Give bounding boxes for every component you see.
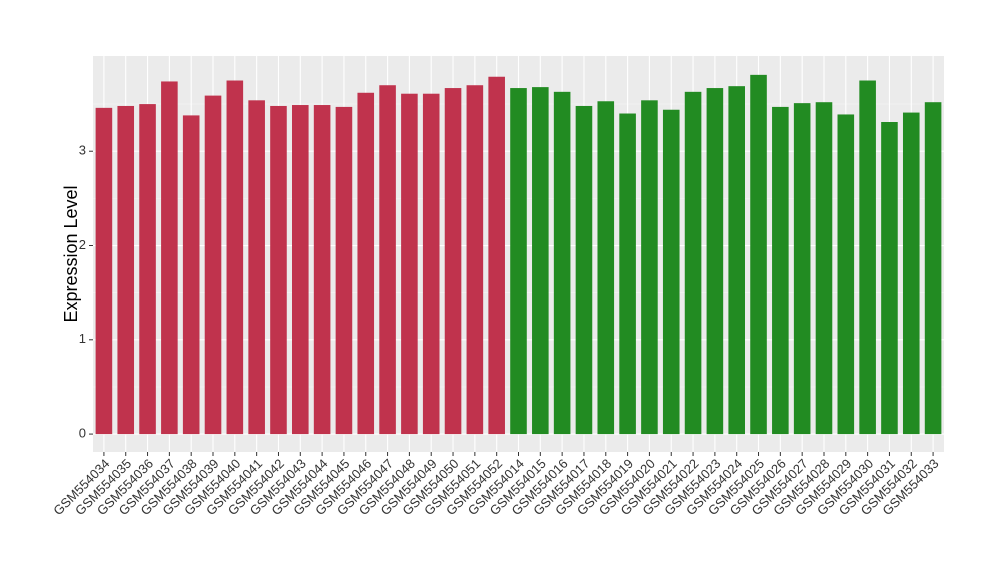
bar: [597, 101, 615, 435]
bar: [313, 105, 331, 435]
bar: [422, 93, 440, 435]
bar: [117, 105, 135, 435]
bar: [466, 85, 484, 435]
bar: [881, 122, 898, 435]
bar: [684, 91, 702, 435]
bar: [95, 107, 113, 435]
bar: [161, 81, 178, 435]
bar: [553, 91, 571, 435]
y-tick-label: 1: [79, 331, 86, 346]
y-tick-label: 2: [79, 237, 86, 252]
bar: [575, 105, 593, 435]
bar: [793, 103, 811, 435]
bar: [444, 88, 462, 435]
bar: [619, 113, 636, 435]
bar: [662, 109, 680, 435]
bar: [248, 100, 265, 435]
bar: [532, 87, 549, 435]
bar: [379, 85, 396, 435]
bar: [837, 114, 855, 435]
bar: [706, 88, 724, 435]
bar: [401, 93, 418, 435]
bar: [859, 80, 876, 435]
bar: [204, 95, 222, 435]
bar: [750, 74, 767, 435]
bar: [924, 102, 942, 435]
bar: [510, 88, 527, 435]
y-tick-label: 0: [79, 426, 86, 441]
bar: [139, 104, 156, 435]
bar: [292, 105, 309, 435]
y-axis-label: Expression Level: [61, 185, 81, 322]
bar: [815, 102, 833, 435]
bar: [902, 112, 920, 435]
bar: [357, 92, 375, 435]
bar: [335, 106, 353, 435]
bar: [488, 76, 505, 435]
y-tick-label: 3: [79, 143, 86, 158]
bar: [772, 106, 789, 435]
bar: [182, 115, 200, 435]
bar: [270, 105, 287, 435]
bar: [728, 86, 745, 435]
bar: [226, 80, 244, 435]
bar: [641, 100, 658, 435]
